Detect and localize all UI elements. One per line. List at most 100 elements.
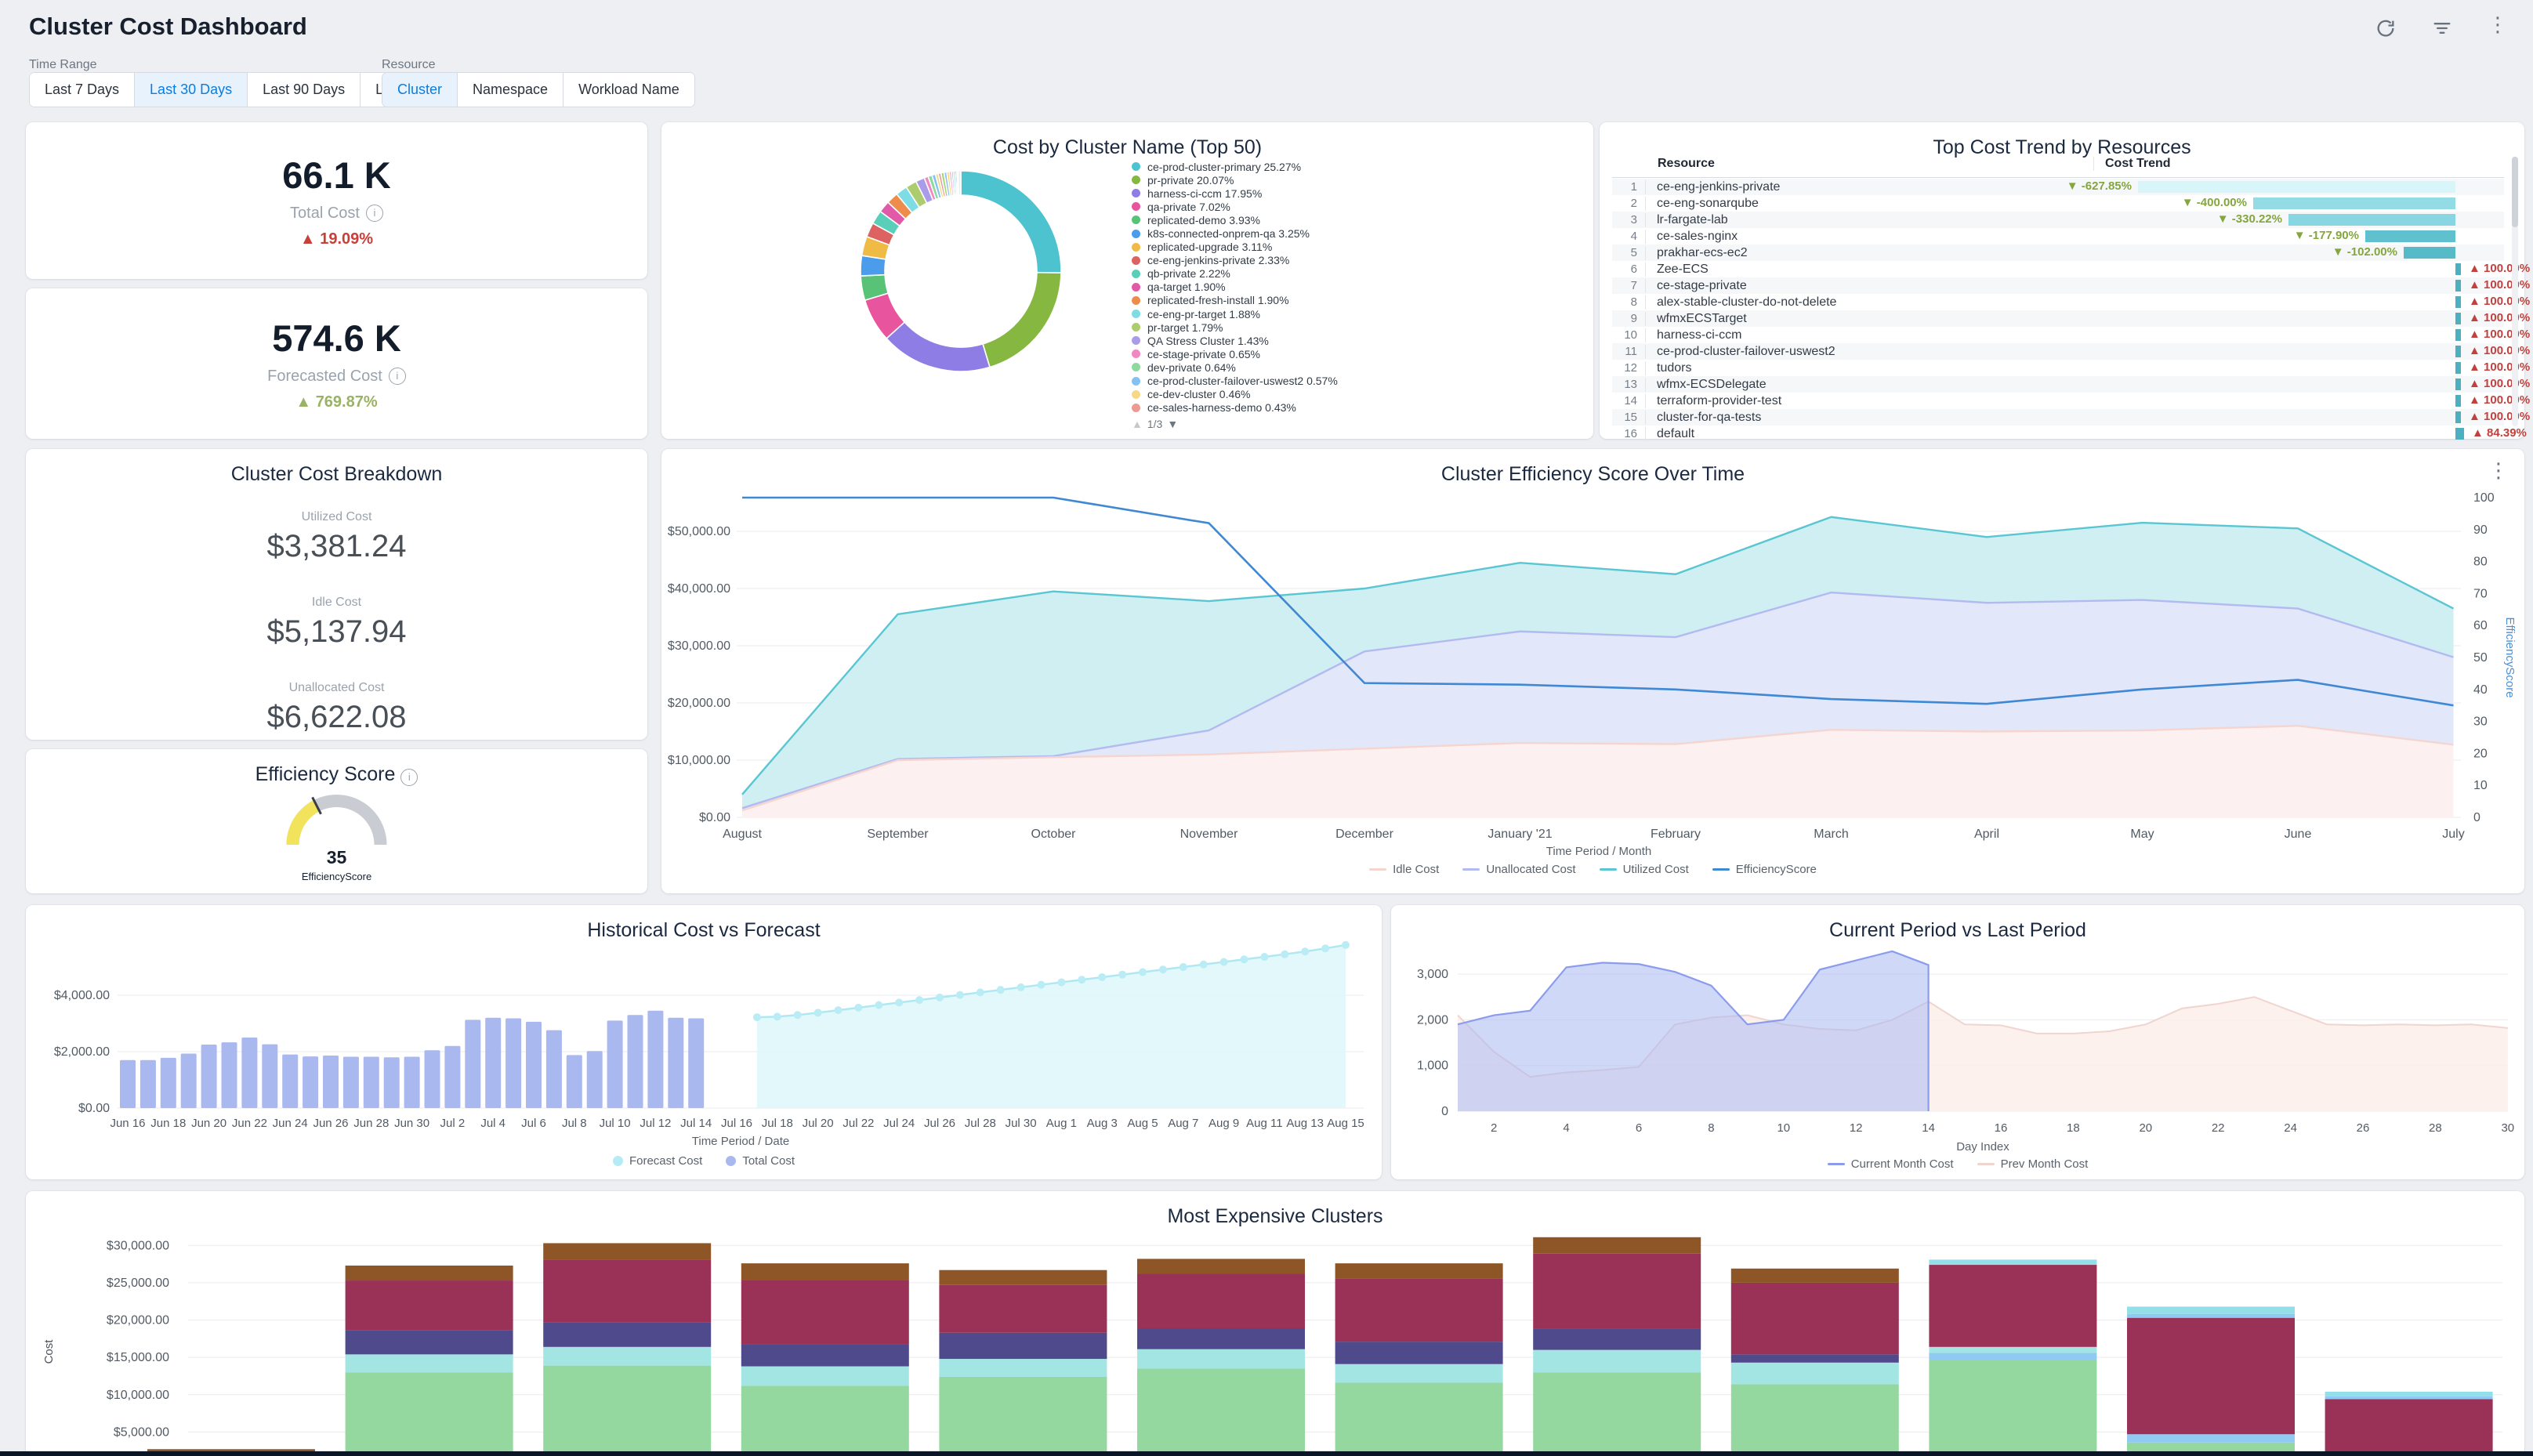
donut-legend-item[interactable]: replicated-fresh-install 1.90% (1132, 294, 1338, 307)
stacked-bar-segment[interactable] (345, 1280, 513, 1331)
forecast-point[interactable] (976, 988, 984, 997)
time-range-option-last-90-days[interactable]: Last 90 Days (248, 73, 361, 107)
donut-slice[interactable] (982, 271, 1062, 368)
table-row[interactable]: 16 default ▲ 84.39% (1612, 426, 2527, 442)
stacked-bar-segment[interactable] (741, 1280, 909, 1345)
donut-legend-item[interactable]: ce-eng-pr-target 1.88% (1132, 307, 1338, 321)
stacked-bar-segment[interactable] (345, 1266, 513, 1281)
resource-option-namespace[interactable]: Namespace (458, 73, 564, 107)
forecast-point[interactable] (854, 1003, 863, 1012)
forecast-point[interactable] (895, 998, 904, 1007)
total-cost-bar[interactable] (566, 1055, 582, 1108)
total-cost-bar[interactable] (160, 1057, 176, 1108)
table-row[interactable]: 4 ce-sales-nginx ▼ -177.90% (1612, 228, 2504, 244)
donut-slice[interactable] (957, 170, 962, 196)
table-row[interactable]: 11 ce-prod-cluster-failover-uswest2 ▲ 100.… (1612, 343, 2530, 360)
resource-option-workload-name[interactable]: Workload Name (563, 73, 694, 107)
forecast-point[interactable] (793, 1011, 802, 1020)
stacked-bar-segment[interactable] (1929, 1265, 2097, 1347)
kebab-menu-icon[interactable]: ⋮ (2488, 13, 2508, 36)
stacked-bar-segment[interactable] (1137, 1259, 1305, 1274)
refresh-icon[interactable] (2375, 17, 2397, 43)
forecast-point[interactable] (1016, 983, 1025, 991)
total-cost-bar[interactable] (465, 1020, 481, 1108)
table-row[interactable]: 9 wfmxECSTarget ▲ 100.00% (1612, 310, 2530, 327)
total-cost-bar[interactable] (363, 1056, 379, 1108)
donut-slice[interactable] (885, 321, 991, 372)
forecast-point[interactable] (936, 993, 944, 1001)
column-resource[interactable]: Resource (1658, 157, 1715, 170)
stacked-bar-segment[interactable] (345, 1330, 513, 1355)
donut-legend-item[interactable]: qa-target 1.90% (1132, 281, 1338, 294)
total-cost-bar[interactable] (323, 1056, 339, 1108)
forecast-point[interactable] (1158, 965, 1167, 974)
forecast-point[interactable] (1219, 958, 1228, 966)
stacked-bar-segment[interactable] (2325, 1396, 2493, 1400)
forecast-point[interactable] (1057, 978, 1066, 987)
forecast-point[interactable] (1179, 963, 1187, 971)
total-cost-bar[interactable] (627, 1015, 643, 1108)
stacked-bar-segment[interactable] (1137, 1368, 1305, 1456)
stacked-bar-segment[interactable] (345, 1354, 513, 1373)
stacked-bar-segment[interactable] (147, 1449, 315, 1454)
stacked-bar-segment[interactable] (741, 1344, 909, 1367)
forecast-point[interactable] (1118, 970, 1127, 979)
time-range-option-last-7-days[interactable]: Last 7 Days (30, 73, 136, 107)
forecast-point[interactable] (814, 1009, 822, 1017)
donut-legend-item[interactable]: k8s-connected-onprem-qa 3.25% (1132, 226, 1338, 240)
table-row[interactable]: 12 tudors ▲ 100.00% (1612, 360, 2530, 376)
stacked-bar-segment[interactable] (741, 1385, 909, 1456)
donut-legend-item[interactable]: pr-private 20.07% (1132, 173, 1338, 187)
total-cost-bar[interactable] (607, 1020, 623, 1108)
donut-legend-item[interactable]: harness-ci-ccm 17.95% (1132, 187, 1338, 200)
donut-legend-item[interactable]: qb-private 2.22% (1132, 267, 1338, 281)
donut-legend-item[interactable]: ce-sales-harness-demo 0.43% (1132, 401, 1338, 415)
forecast-point[interactable] (773, 1012, 781, 1021)
forecast-point[interactable] (1301, 947, 1310, 956)
stacked-bar-segment[interactable] (543, 1259, 712, 1323)
donut-legend-item[interactable]: pr-target 1.79% (1132, 321, 1338, 334)
donut-legend-item[interactable]: replicated-demo 3.93% (1132, 213, 1338, 226)
stacked-bar-segment[interactable] (1730, 1384, 1899, 1456)
legend-item[interactable]: Idle Cost (1369, 863, 1439, 876)
total-cost-bar[interactable] (485, 1017, 502, 1108)
total-cost-bar[interactable] (586, 1051, 603, 1108)
total-cost-bar[interactable] (526, 1021, 542, 1108)
current-month-area[interactable] (1458, 951, 1929, 1111)
forecast-point[interactable] (1342, 940, 1350, 949)
legend-item[interactable]: Forecast Cost (612, 1154, 702, 1168)
legend-item[interactable]: Prev Month Cost (1977, 1157, 2088, 1171)
donut-legend-item[interactable]: ce-prod-cluster-primary 25.27% (1132, 160, 1338, 173)
total-cost-bar[interactable] (342, 1056, 359, 1108)
stacked-bar-segment[interactable] (1533, 1253, 1701, 1329)
donut-legend-item[interactable]: ce-prod-cluster-failover-uswest2 0.57% (1132, 375, 1338, 388)
stacked-bar-segment[interactable] (2325, 1399, 2493, 1456)
forecast-point[interactable] (1321, 944, 1330, 953)
forecast-point[interactable] (915, 996, 924, 1005)
legend-item[interactable]: Utilized Cost (1599, 863, 1689, 876)
table-scrollbar-thumb[interactable] (2512, 157, 2518, 227)
total-cost-bar[interactable] (120, 1059, 136, 1108)
stacked-bar-segment[interactable] (1137, 1273, 1305, 1329)
forecast-area[interactable] (756, 944, 1346, 1108)
stacked-bar-segment[interactable] (1137, 1349, 1305, 1369)
column-cost-trend[interactable]: Cost Trend (2093, 157, 2171, 171)
legend-item[interactable]: Current Month Cost (1827, 1157, 1954, 1171)
stacked-bar-segment[interactable] (543, 1243, 712, 1260)
donut-slice[interactable] (960, 170, 1062, 273)
table-row[interactable]: 7 ce-stage-private ▲ 100.00% (1612, 277, 2530, 294)
area-idle-cost[interactable] (742, 726, 2454, 817)
legend-item[interactable]: Unallocated Cost (1462, 863, 1576, 876)
table-row[interactable]: 1 ce-eng-jenkins-private ▼ -627.85% (1612, 179, 2504, 195)
stacked-bar-segment[interactable] (939, 1376, 1107, 1456)
total-cost-bar[interactable] (424, 1050, 440, 1108)
stacked-bar-segment[interactable] (1335, 1382, 1503, 1456)
total-cost-bar[interactable] (201, 1045, 217, 1108)
table-row[interactable]: 10 harness-ci-ccm ▲ 100.00% (1612, 327, 2530, 343)
table-row[interactable]: 14 terraform-provider-test ▲ 100.00% (1612, 393, 2530, 409)
stacked-bar-segment[interactable] (1137, 1328, 1305, 1349)
table-row[interactable]: 15 cluster-for-qa-tests ▲ 100.00% (1612, 409, 2530, 426)
donut-legend-item[interactable]: QA Stress Cluster 1.43% (1132, 334, 1338, 347)
legend-page-up-icon[interactable]: ▲ (1132, 417, 1143, 430)
stacked-bar-segment[interactable] (1730, 1362, 1899, 1385)
